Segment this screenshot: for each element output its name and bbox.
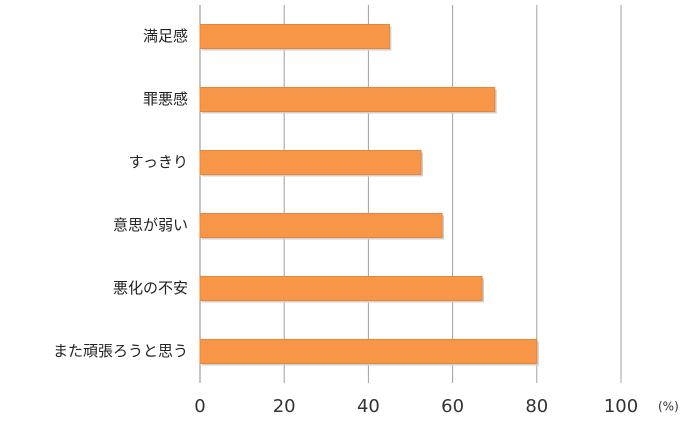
x-tick-label: 0	[194, 396, 205, 417]
y-tick-label: 罪悪感	[143, 90, 188, 108]
bar	[199, 150, 422, 175]
bar	[199, 24, 390, 49]
x-tick-label: 80	[525, 396, 548, 417]
x-unit: (%)	[658, 400, 679, 414]
bar	[199, 276, 483, 301]
y-tick-label: すっきり	[129, 153, 188, 171]
y-tick-label: また頑張ろうと思う	[53, 342, 188, 360]
x-tick-label: 100	[604, 396, 638, 417]
bar	[199, 213, 443, 238]
x-tick-label: 20	[273, 396, 296, 417]
y-tick-label: 意思が弱い	[113, 216, 188, 234]
bar	[199, 339, 538, 364]
bar	[199, 87, 496, 112]
y-tick-label: 満足感	[143, 27, 188, 45]
x-tick-label: 60	[441, 396, 464, 417]
y-tick-label: 悪化の不安	[113, 279, 188, 297]
x-tick-label: 40	[357, 396, 380, 417]
